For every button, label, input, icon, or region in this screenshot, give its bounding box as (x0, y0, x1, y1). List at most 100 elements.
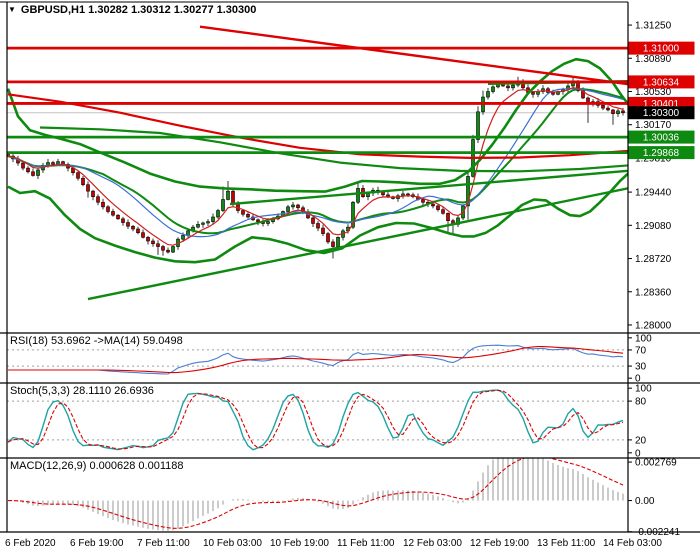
candle-body (106, 206, 110, 212)
candle-body (181, 235, 185, 240)
candle-body (126, 222, 130, 227)
candle-body (151, 240, 155, 245)
price-level-badge-text: 1.30401 (643, 99, 680, 110)
candle-body (166, 249, 170, 253)
candle-body (221, 199, 225, 211)
ascending-support-trendline-lower (87, 187, 628, 301)
candle-body (256, 219, 260, 222)
candle-body (241, 210, 245, 215)
candle-body (606, 107, 610, 111)
main-price-panel[interactable] (7, 25, 651, 301)
rsi-tick-label: 70 (635, 345, 647, 356)
candle-body (406, 193, 410, 196)
time-tick-label: 11 Feb 11:00 (337, 538, 395, 549)
price-level-badge-text: 1.31000 (643, 44, 680, 55)
time-tick-label: 6 Feb 19:00 (70, 538, 124, 549)
candle-body (531, 92, 535, 95)
slow-red-moving-average (7, 93, 628, 159)
candle-body (146, 237, 150, 242)
candle-body (311, 217, 315, 224)
candle-body (211, 216, 215, 222)
stoch-d-line (7, 389, 624, 450)
candle-body (231, 190, 235, 205)
candle-body (466, 176, 470, 207)
candle-body (101, 201, 105, 208)
candle-body (486, 91, 490, 98)
candle-body (601, 105, 605, 109)
time-tick-label: 10 Feb 19:00 (270, 538, 329, 549)
time-axis[interactable]: 6 Feb 2020 6 Feb 19:00 7 Feb 11:00 10 Feb 0… (5, 538, 662, 549)
rsi-panel[interactable] (7, 344, 628, 375)
candle-body (421, 199, 425, 203)
candle-body (31, 171, 35, 176)
panel-borders (0, 1, 700, 533)
price-tick-label: 1.30170 (635, 120, 672, 131)
dropdown-icon[interactable]: ▼ (8, 5, 16, 14)
price-level-badge (628, 106, 695, 120)
price-level-badge-text: 1.30634 (643, 77, 680, 88)
candle-body (446, 213, 450, 221)
candle-body (141, 232, 145, 238)
candle-body (351, 201, 355, 228)
time-tick-label: 13 Feb 11:00 (537, 538, 596, 549)
candle-body (491, 86, 495, 92)
price-level-badge (628, 41, 695, 55)
candle-body (431, 203, 435, 207)
symbol-ohlc-text: GBPUSD,H1 1.30282 1.30312 1.30277 1.3030… (20, 4, 257, 16)
macd-tick-label: 0.002769 (635, 458, 677, 469)
macd-indicator-label: MACD(12,26,9) 0.000628 0.001188 (10, 460, 184, 472)
candle-body (161, 246, 165, 251)
rsi-ma-line (8, 346, 624, 374)
price-level-badge-text: 1.29868 (643, 148, 680, 159)
candle-body (476, 111, 480, 140)
candle-body (121, 218, 125, 223)
rsi-tick-label: 30 (635, 362, 647, 373)
slow-green-moving-average (39, 126, 628, 173)
stoch-tick-label: 100 (635, 384, 652, 395)
bollinger-middle-band-sma20 (7, 88, 624, 235)
descending-resistance-trendline (199, 25, 628, 86)
candle-body (26, 167, 30, 173)
candle-body (266, 221, 270, 224)
bollinger-lower-band (7, 171, 628, 264)
price-axis: 1.312501.308901.305301.301701.298101.294… (628, 21, 695, 331)
candle-body (441, 209, 445, 214)
candle-body (216, 210, 220, 218)
candle-body (321, 227, 325, 234)
candle-body (331, 241, 335, 247)
time-tick-label: 14 Feb 03:00 (603, 538, 662, 549)
macd-histogram (12, 458, 624, 532)
price-tick-label: 1.29080 (635, 221, 672, 232)
price-tick-label: 1.28000 (635, 320, 672, 331)
candle-body (76, 172, 80, 179)
macd-tick-label: -0.002241 (635, 527, 680, 538)
candle-body (611, 109, 615, 114)
time-tick-label: 7 Feb 11:00 (137, 538, 190, 549)
stoch-tick-label: 80 (635, 397, 647, 408)
candle-body (551, 92, 555, 95)
price-tick-label: 1.28720 (635, 254, 672, 265)
candle-body (156, 243, 160, 247)
macd-tick-label: 0.00 (635, 496, 655, 507)
candle-body (131, 225, 135, 230)
candle-body (116, 214, 120, 220)
time-tick-label: 12 Feb 03:00 (403, 538, 462, 549)
rsi-tick-label: 0 (635, 374, 641, 385)
rsi-tick-label: 100 (635, 333, 652, 344)
symbol-title-row: ▼ GBPUSD,H1 1.30282 1.30312 1.30277 1.30… (8, 4, 256, 16)
macd-panel[interactable] (8, 450, 624, 532)
candle-body (36, 169, 40, 176)
candle-body (81, 177, 85, 186)
stoch-axis: 100 80 20 0 (628, 384, 652, 459)
candle-body (356, 188, 360, 203)
candle-body (91, 190, 95, 198)
candle-body (201, 222, 205, 225)
stochastic-panel[interactable] (7, 389, 628, 451)
ascending-support-trendline-upper (229, 169, 628, 206)
candle-body (196, 224, 200, 228)
thin-blue-sma16 (7, 87, 624, 238)
stoch-k-line (7, 389, 624, 451)
macd-axis: 0.002769 0.00 -0.002241 (628, 458, 680, 538)
